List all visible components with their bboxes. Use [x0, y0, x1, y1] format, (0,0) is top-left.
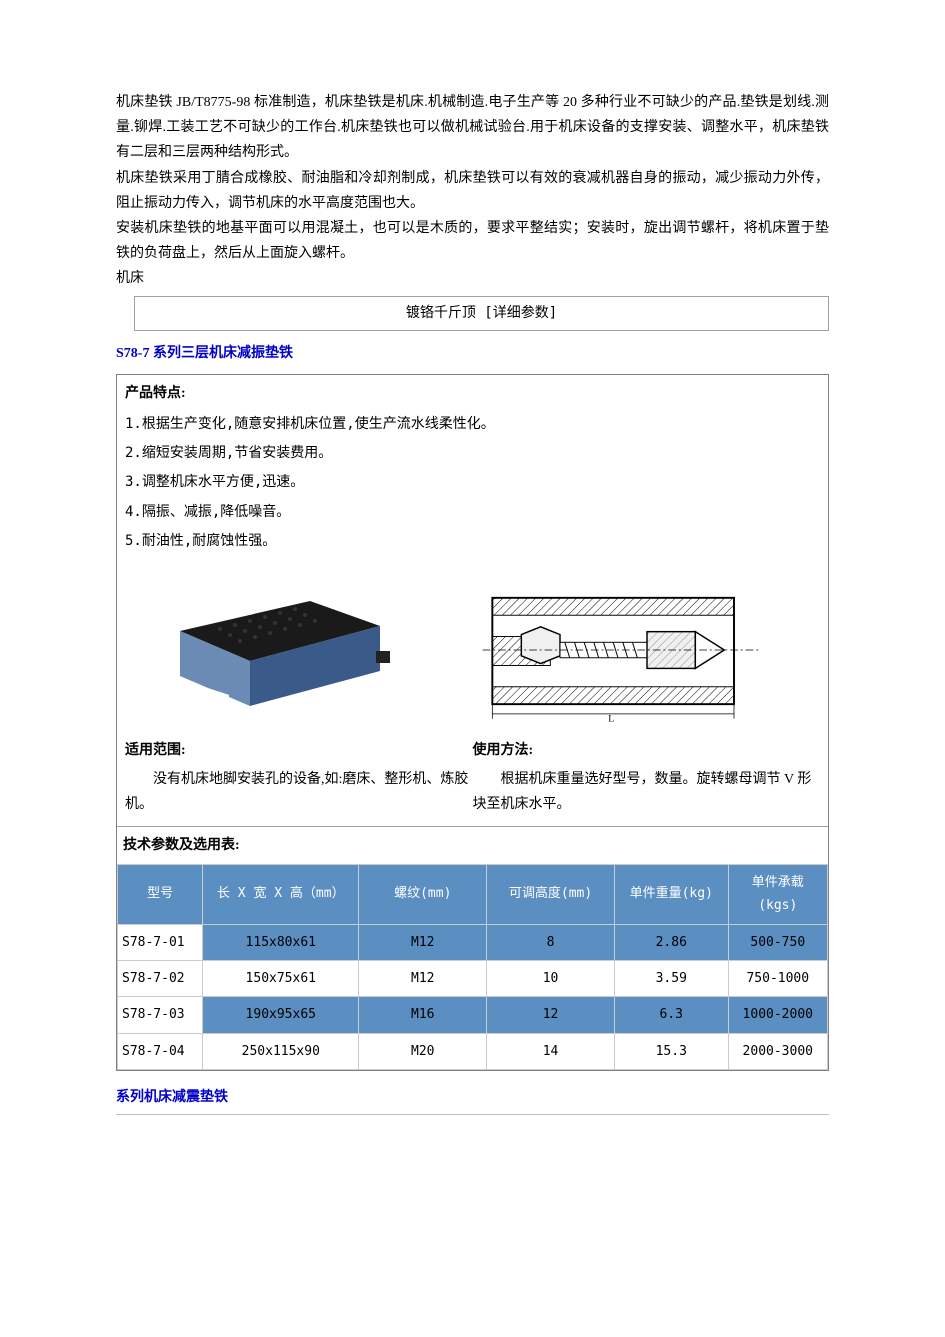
intro-p1: 机床垫铁 JB/T8775-98 标准制造，机床垫铁是机床.机械制造.电子生产等…	[116, 90, 829, 166]
cell-value: 250x115x90	[203, 1033, 359, 1069]
feature-3: 3.调整机床水平方便,迅速。	[125, 470, 820, 495]
cell-value: 190x95x65	[203, 997, 359, 1033]
feature-4: 4.隔振、减振,降低噪音。	[125, 500, 820, 525]
table-row: S78-7-01115x80x61M1282.86500-750	[118, 924, 828, 960]
cell-value: 2.86	[614, 924, 728, 960]
section-title: S78-7 系列三层机床减振垫铁	[116, 341, 829, 366]
cell-model: S78-7-01	[118, 924, 203, 960]
spec-table: 型号 长 X 宽 X 高（mm） 螺纹(mm) 可调高度(mm) 单件重量(kg…	[117, 864, 828, 1070]
th-load: 单件承载(kgs)	[728, 864, 827, 924]
table-row: S78-7-02150x75x61M12103.59750-1000	[118, 960, 828, 996]
cell-value: 6.3	[614, 997, 728, 1033]
bottom-blue-title: 系列机床减震垫铁	[116, 1085, 829, 1110]
cell-value: 14	[487, 1033, 615, 1069]
cell-value: 750-1000	[728, 960, 827, 996]
cell-value: M20	[359, 1033, 487, 1069]
cell-value: 8	[487, 924, 615, 960]
range-row: 适用范围: 没有机床地脚安装孔的设备,如:磨床、整形机、炼胶机。 使用方法: 根…	[117, 736, 828, 826]
cell-value: M12	[359, 960, 487, 996]
product-box: 产品特点: 1.根据生产变化,随意安排机床位置,使生产流水线柔性化。 2.缩短安…	[116, 374, 829, 1071]
image-row: L	[117, 566, 828, 736]
th-height: 可调高度(mm)	[487, 864, 615, 924]
cell-value: 150x75x61	[203, 960, 359, 996]
features-title: 产品特点:	[125, 381, 820, 406]
svg-text:L: L	[608, 714, 614, 725]
table-row: S78-7-04250x115x90M201415.32000-3000	[118, 1033, 828, 1069]
range-left-title: 适用范围:	[125, 738, 473, 763]
feature-1: 1.根据生产变化,随意安排机床位置,使生产流水线柔性化。	[125, 412, 820, 437]
th-model: 型号	[118, 864, 203, 924]
table-header-row: 型号 长 X 宽 X 高（mm） 螺纹(mm) 可调高度(mm) 单件重量(kg…	[118, 864, 828, 924]
cell-value: 500-750	[728, 924, 827, 960]
cell-value: 15.3	[614, 1033, 728, 1069]
feature-2: 2.缩短安装周期,节省安装费用。	[125, 441, 820, 466]
cell-model: S78-7-02	[118, 960, 203, 996]
th-size: 长 X 宽 X 高（mm）	[203, 864, 359, 924]
feature-5: 5.耐油性,耐腐蚀性强。	[125, 529, 820, 554]
th-weight: 单件重量(kg)	[614, 864, 728, 924]
subhead-text[interactable]: 镀铬千斤顶 [详细参数]	[406, 305, 557, 321]
range-left-body: 没有机床地脚安装孔的设备,如:磨床、整形机、炼胶机。	[125, 767, 473, 817]
product-photo	[125, 566, 415, 736]
cell-value: M12	[359, 924, 487, 960]
cell-value: 1000-2000	[728, 997, 827, 1033]
product-diagram: L	[473, 566, 763, 736]
cell-value: 115x80x61	[203, 924, 359, 960]
intro-p2: 机床垫铁采用丁腈合成橡胶、耐油脂和冷却剂制成，机床垫铁可以有效的衰减机器自身的振…	[116, 166, 829, 216]
cell-value: 2000-3000	[728, 1033, 827, 1069]
subhead-box: 镀铬千斤顶 [详细参数]	[134, 296, 829, 331]
cell-value: 10	[487, 960, 615, 996]
intro-p3: 安装机床垫铁的地基平面可以用混凝土，也可以是木质的，要求平整结实；安装时，旋出调…	[116, 216, 829, 266]
intro-p4: 机床	[116, 266, 829, 291]
range-right-title: 使用方法:	[473, 738, 821, 763]
param-title: 技术参数及选用表:	[117, 826, 828, 864]
range-right-body: 根据机床重量选好型号，数量。旋转螺母调节 V 形块至机床水平。	[473, 767, 821, 817]
table-row: S78-7-03190x95x65M16126.31000-2000	[118, 997, 828, 1033]
intro-block: 机床垫铁 JB/T8775-98 标准制造，机床垫铁是机床.机械制造.电子生产等…	[116, 90, 829, 292]
cell-value: 12	[487, 997, 615, 1033]
cell-model: S78-7-04	[118, 1033, 203, 1069]
features: 产品特点: 1.根据生产变化,随意安排机床位置,使生产流水线柔性化。 2.缩短安…	[117, 375, 828, 566]
cell-value: M16	[359, 997, 487, 1033]
bottom-divider	[116, 1114, 829, 1115]
cell-model: S78-7-03	[118, 997, 203, 1033]
cell-value: 3.59	[614, 960, 728, 996]
th-thread: 螺纹(mm)	[359, 864, 487, 924]
